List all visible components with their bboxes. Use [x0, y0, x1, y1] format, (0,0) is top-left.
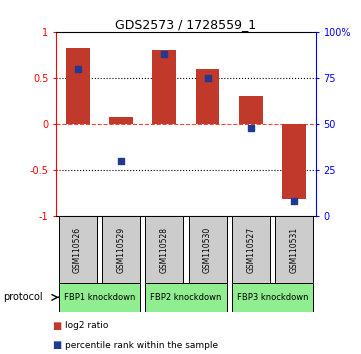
Bar	[109, 116, 133, 124]
Bar	[58, 283, 140, 312]
Text: GSM110527: GSM110527	[247, 227, 255, 273]
Text: GSM110526: GSM110526	[73, 227, 82, 273]
Bar	[239, 96, 263, 124]
Text: FBP2 knockdown: FBP2 knockdown	[150, 293, 222, 302]
Title: GDS2573 / 1728559_1: GDS2573 / 1728559_1	[116, 18, 256, 31]
Bar	[232, 283, 313, 312]
Text: ■: ■	[52, 321, 62, 331]
Text: GSM110529: GSM110529	[117, 227, 125, 273]
Bar	[196, 69, 219, 124]
Text: GSM110531: GSM110531	[290, 227, 299, 273]
Text: log2 ratio: log2 ratio	[65, 321, 108, 330]
Bar	[58, 216, 97, 283]
Bar	[145, 283, 227, 312]
Bar	[232, 216, 270, 283]
Text: FBP3 knockdown: FBP3 knockdown	[237, 293, 308, 302]
Bar	[275, 216, 313, 283]
Text: GSM110528: GSM110528	[160, 227, 169, 273]
Text: GSM110530: GSM110530	[203, 227, 212, 273]
Bar	[102, 216, 140, 283]
Bar	[282, 124, 306, 199]
Text: percentile rank within the sample: percentile rank within the sample	[65, 341, 218, 350]
Bar	[66, 48, 90, 124]
Bar	[145, 216, 183, 283]
Bar	[152, 50, 176, 124]
Text: ■: ■	[52, 340, 62, 350]
Bar	[188, 216, 227, 283]
Text: FBP1 knockdown: FBP1 knockdown	[64, 293, 135, 302]
Text: protocol: protocol	[4, 292, 43, 302]
